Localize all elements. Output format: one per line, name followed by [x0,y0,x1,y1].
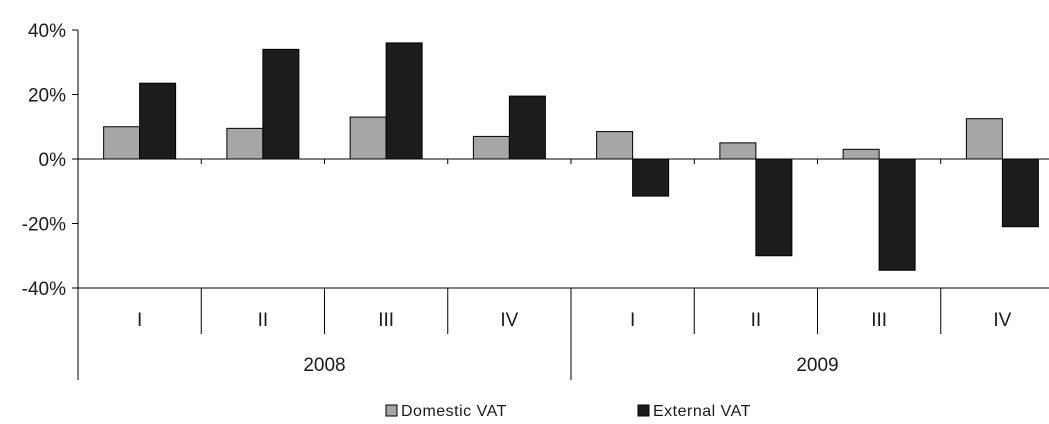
bars [103,42,1039,271]
domestic-vat-bar-3 [349,116,387,160]
domestic-vat-bar-6 [719,142,757,160]
axes [72,29,1049,380]
x-category-label: III [378,310,394,331]
y-tick-label: 0% [39,150,67,171]
domestic-vat-bar-5 [596,131,634,160]
external-vat-bar-5 [632,158,670,197]
external-vat-bar-2 [262,48,300,160]
domestic-vat-bar-4 [472,135,510,160]
domestic-vat-legend-swatch [385,404,398,417]
external-vat-legend-label: External VAT [653,403,751,420]
x-category-label: II [258,310,269,331]
domestic-vat-legend-label: Domestic VAT [401,403,507,420]
y-tick-labels: -40% -20% 0% 20% 40% [22,21,66,300]
domestic-vat-bar-7 [842,148,880,160]
x-group-label: 2008 [303,355,345,376]
y-tick-label: -40% [22,279,66,300]
x-category-label: II [751,310,762,331]
y-tick-label: 20% [28,86,66,107]
external-vat-bar-3 [385,42,423,160]
y-tick-label: 40% [28,21,66,42]
legend: Domestic VAT External VAT [385,403,751,420]
external-vat-bar-6 [755,158,793,257]
domestic-vat-bar-2 [226,127,264,160]
x-category-label: IV [500,310,518,331]
domestic-vat-bar-1 [103,126,141,160]
x-category-label: IV [993,310,1011,331]
external-vat-bar-8 [1001,158,1039,228]
external-vat-bar-1 [139,82,177,160]
x-category-label: III [871,310,887,331]
y-tick-label: -20% [22,215,66,236]
external-vat-bar-7 [878,158,916,271]
x-category-label: I [630,310,635,331]
x-group-label: 2009 [796,355,838,376]
x-category-label: I [137,310,142,331]
external-vat-legend-swatch [637,404,650,417]
external-vat-bar-4 [508,95,546,160]
domestic-vat-bar-8 [965,118,1003,160]
